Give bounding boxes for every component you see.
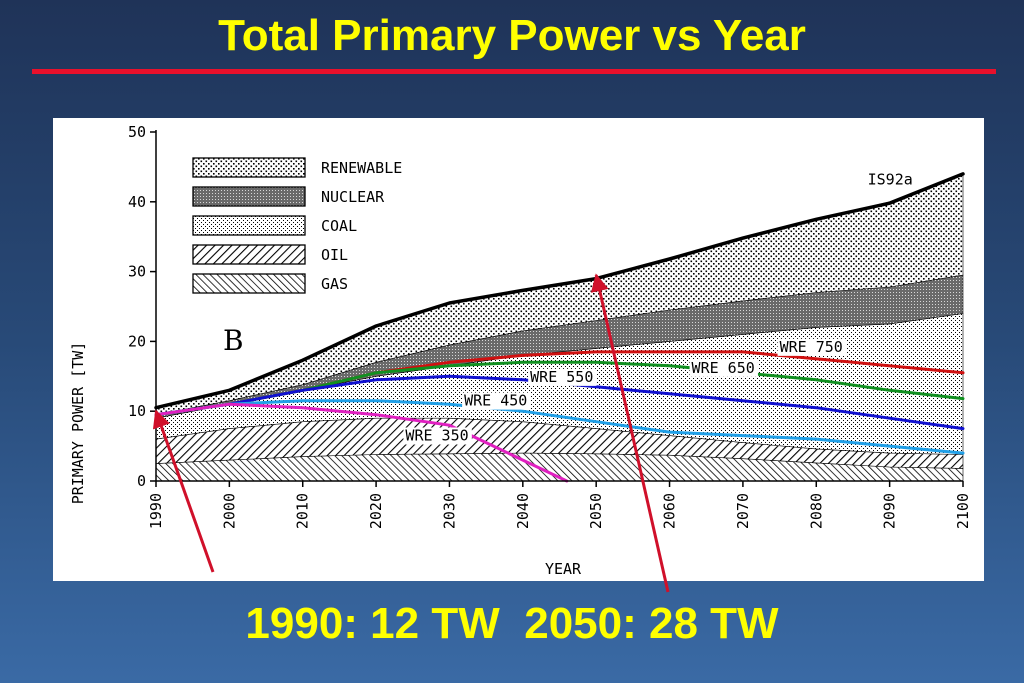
annotation-is92a: IS92a [868,170,913,188]
annotation-wre-350: WRE 350 [405,427,468,445]
legend-swatch-oil [192,244,306,265]
legend-label-renewable: RENEWABLE [321,159,402,177]
x-tick-label: 2080 [807,493,825,529]
y-tick-label: 40 [128,193,146,211]
caption-1990: 1990: 12 TW [245,599,500,648]
legend-swatch-coal [192,215,306,236]
x-tick-label: 2060 [661,493,679,529]
x-tick-label: 2010 [294,493,312,529]
annotation-bg [403,427,472,445]
annotation-wre-450: WRE 450 [464,392,527,410]
line-wre-350 [154,402,569,483]
caption: 1990: 12 TW 2050: 28 TW [0,596,1024,652]
annotation-wre-750: WRE 750 [780,338,843,356]
line-is92a [154,172,965,410]
chart-legend: RENEWABLE NUCLEAR COAL OIL GAS [192,157,402,294]
x-tick-label: 2050 [587,493,605,529]
annotation-bg [777,338,846,356]
slide-title: Total Primary Power vs Year [218,11,806,60]
annotation-bg [462,392,531,410]
y-tick-label: 20 [128,332,146,350]
x-tick-label: 2030 [440,493,458,529]
annotation-wre-550: WRE 550 [530,368,593,386]
annotation-bg [689,359,758,377]
caption-2050: 2050: 28 TW [524,599,779,648]
x-tick-label: 2040 [514,493,532,529]
legend-swatch-renewable [192,157,306,178]
legend-label-nuclear: NUCLEAR [321,188,385,206]
y-tick-label: 50 [128,123,146,141]
legend-label-gas: GAS [321,275,348,293]
annotation-wre-650: WRE 650 [692,359,755,377]
line-wre-450 [154,399,965,455]
y-tick-label: 10 [128,402,146,420]
y-axis-label: PRIMARY POWER [TW] [69,342,87,505]
x-tick-label: 2100 [954,493,972,529]
x-axis-label: YEAR [545,560,582,578]
y-tick-label: 0 [137,472,146,490]
x-tick-label: 1990 [147,493,165,529]
legend-swatch-gas [192,273,306,294]
annotation-bg [528,368,597,386]
panel-letter: B [223,324,244,357]
chart-panel: 0 10 20 30 40 50 1990 2000 2010 2020 2030 2040 2050 2… [53,118,984,581]
y-tick-label: 30 [128,263,146,281]
legend-label-coal: COAL [321,217,357,235]
annotation-bg [865,171,916,189]
legend-swatch-nuclear [192,186,306,207]
x-tick-label: 2070 [734,493,752,529]
x-tick-label: 2020 [367,493,385,529]
legend-label-oil: OIL [321,246,348,264]
x-tick-label: 2090 [881,493,899,529]
x-tick-label: 2000 [220,493,238,529]
title-divider [32,69,996,74]
